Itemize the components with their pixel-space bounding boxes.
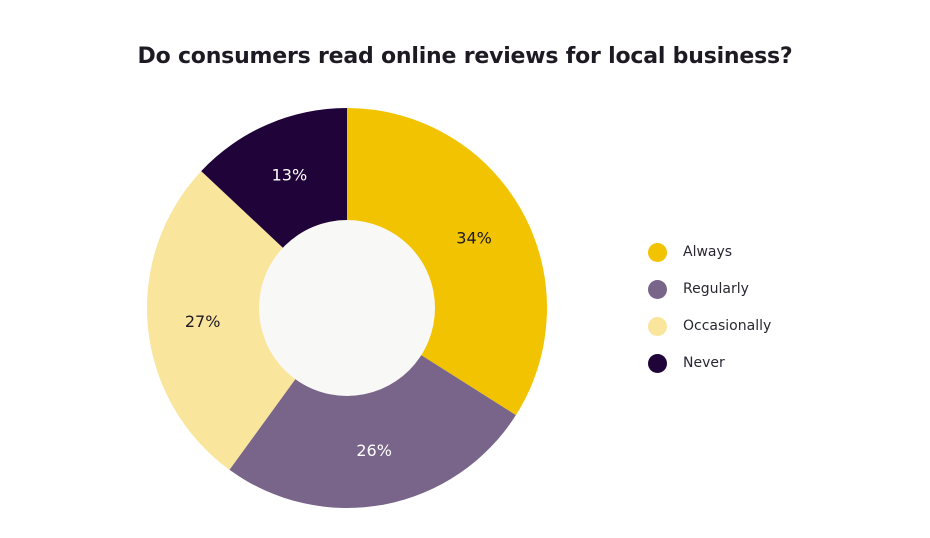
legend-swatch-never bbox=[648, 353, 667, 373]
legend-swatch-always bbox=[648, 242, 667, 262]
legend-label-regularly: Regularly bbox=[683, 281, 749, 297]
legend-swatch-regularly bbox=[648, 279, 667, 299]
legend-item-never: Never bbox=[648, 352, 771, 374]
legend-label-always: Always bbox=[683, 244, 733, 260]
donut-hole bbox=[259, 220, 435, 396]
legend-item-occasionally: Occasionally bbox=[648, 315, 771, 337]
slice-label-regularly: 26% bbox=[356, 441, 392, 460]
legend-label-never: Never bbox=[683, 355, 725, 371]
legend: Always Regularly Occasionally Never bbox=[648, 241, 771, 389]
slice-occasionally bbox=[146, 171, 347, 470]
slice-labels: 34% 26% 27% 13% bbox=[185, 165, 492, 460]
chart-title: Do consumers read online reviews for loc… bbox=[137, 44, 793, 69]
legend-item-regularly: Regularly bbox=[648, 278, 771, 300]
legend-swatch-occasionally bbox=[648, 316, 667, 336]
slice-label-never: 13% bbox=[272, 165, 308, 184]
legend-label-occasionally: Occasionally bbox=[683, 318, 772, 334]
slice-regularly bbox=[229, 308, 516, 508]
slice-label-occasionally: 27% bbox=[185, 312, 221, 331]
slice-label-always: 34% bbox=[456, 229, 492, 248]
legend-item-always: Always bbox=[648, 241, 771, 263]
